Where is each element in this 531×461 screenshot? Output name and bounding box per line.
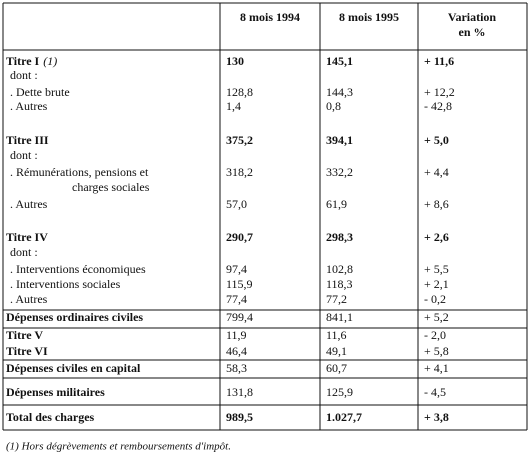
cell: 130 — [226, 54, 244, 68]
row-label: Titre III — [6, 133, 49, 147]
cell: + 4,4 — [424, 165, 449, 179]
row-label: Titre IV — [6, 230, 48, 244]
cell: + 5,0 — [424, 133, 449, 147]
row-label: . Interventions économiques — [10, 262, 146, 276]
cell: 290,7 — [226, 230, 253, 244]
cell: 1.027,7 — [326, 410, 362, 424]
cell: 841,1 — [326, 310, 353, 324]
cell: 145,1 — [326, 54, 353, 68]
cell: + 2,1 — [424, 277, 449, 291]
row-label: dont : — [10, 68, 38, 82]
cell: + 3,8 — [424, 410, 449, 424]
cell: - 4,5 — [424, 385, 446, 399]
row-label: Dépenses civiles en capital — [6, 361, 141, 375]
cell: 97,4 — [226, 262, 247, 276]
cell: 0,8 — [326, 99, 341, 113]
row-label: dont : — [10, 245, 38, 259]
row-label: charges sociales — [72, 180, 150, 194]
cell: 11,9 — [226, 328, 247, 342]
cell: + 8,6 — [424, 197, 449, 211]
row-label: . Autres — [10, 197, 48, 211]
header-cell: Variation — [448, 10, 497, 24]
header-cell: 8 mois 1995 — [339, 10, 399, 24]
row-label: . Autres — [10, 292, 48, 306]
cell: 58,3 — [226, 361, 247, 375]
row-label: Dépenses ordinaires civiles — [6, 310, 143, 324]
cell: 131,8 — [226, 385, 253, 399]
row-label: Titre VI — [6, 344, 48, 358]
cell: + 4,1 — [424, 361, 449, 375]
cell: + 12,2 — [424, 85, 455, 99]
cell: 57,0 — [226, 197, 247, 211]
cell: 375,2 — [226, 133, 253, 147]
cell: 128,8 — [226, 85, 253, 99]
row-label: . Interventions sociales — [10, 277, 121, 291]
row-label: dont : — [10, 148, 38, 162]
footnote: (1) Hors dégrèvements et remboursements … — [6, 441, 231, 453]
cell: 60,7 — [326, 361, 347, 375]
cell: 46,4 — [226, 344, 247, 358]
cell: - 2,0 — [424, 328, 446, 342]
cell: 125,9 — [326, 385, 353, 399]
row-label: . Rémunérations, pensions et — [10, 165, 149, 179]
cell: - 42,8 — [424, 99, 452, 113]
cell: 118,3 — [326, 277, 353, 291]
cell: 49,1 — [326, 344, 347, 358]
cell: 318,2 — [226, 165, 253, 179]
cell: + 5,8 — [424, 344, 449, 358]
cell: 1,4 — [226, 99, 241, 113]
cell: 102,8 — [326, 262, 353, 276]
row-label: Dépenses militaires — [6, 385, 105, 399]
cell: - 0,2 — [424, 292, 446, 306]
cell: 115,9 — [226, 277, 253, 291]
cell: 298,3 — [326, 230, 353, 244]
header-cell: en % — [459, 25, 486, 39]
cell: + 5,2 — [424, 310, 449, 324]
cell: 332,2 — [326, 165, 353, 179]
cell: 144,3 — [326, 85, 353, 99]
cell: 394,1 — [326, 133, 353, 147]
cell: 989,5 — [226, 410, 253, 424]
cell: + 11,6 — [424, 54, 454, 68]
cell: + 5,5 — [424, 262, 449, 276]
cell: 61,9 — [326, 197, 347, 211]
cell: + 2,6 — [424, 230, 449, 244]
row-label: . Autres — [10, 99, 48, 113]
cell: 799,4 — [226, 310, 253, 324]
row-label: Titre V — [6, 328, 43, 342]
row-label: Total des charges — [6, 410, 95, 424]
row-label: Titre I (1) — [6, 54, 57, 68]
cell: 77,2 — [326, 292, 347, 306]
label-note: (1) — [43, 54, 57, 68]
row-label: . Dette brute — [10, 85, 70, 99]
cell: 77,4 — [226, 292, 247, 306]
header-cell: 8 mois 1994 — [240, 10, 300, 24]
cell: 11,6 — [326, 328, 347, 342]
label-text: Titre I — [6, 54, 40, 68]
